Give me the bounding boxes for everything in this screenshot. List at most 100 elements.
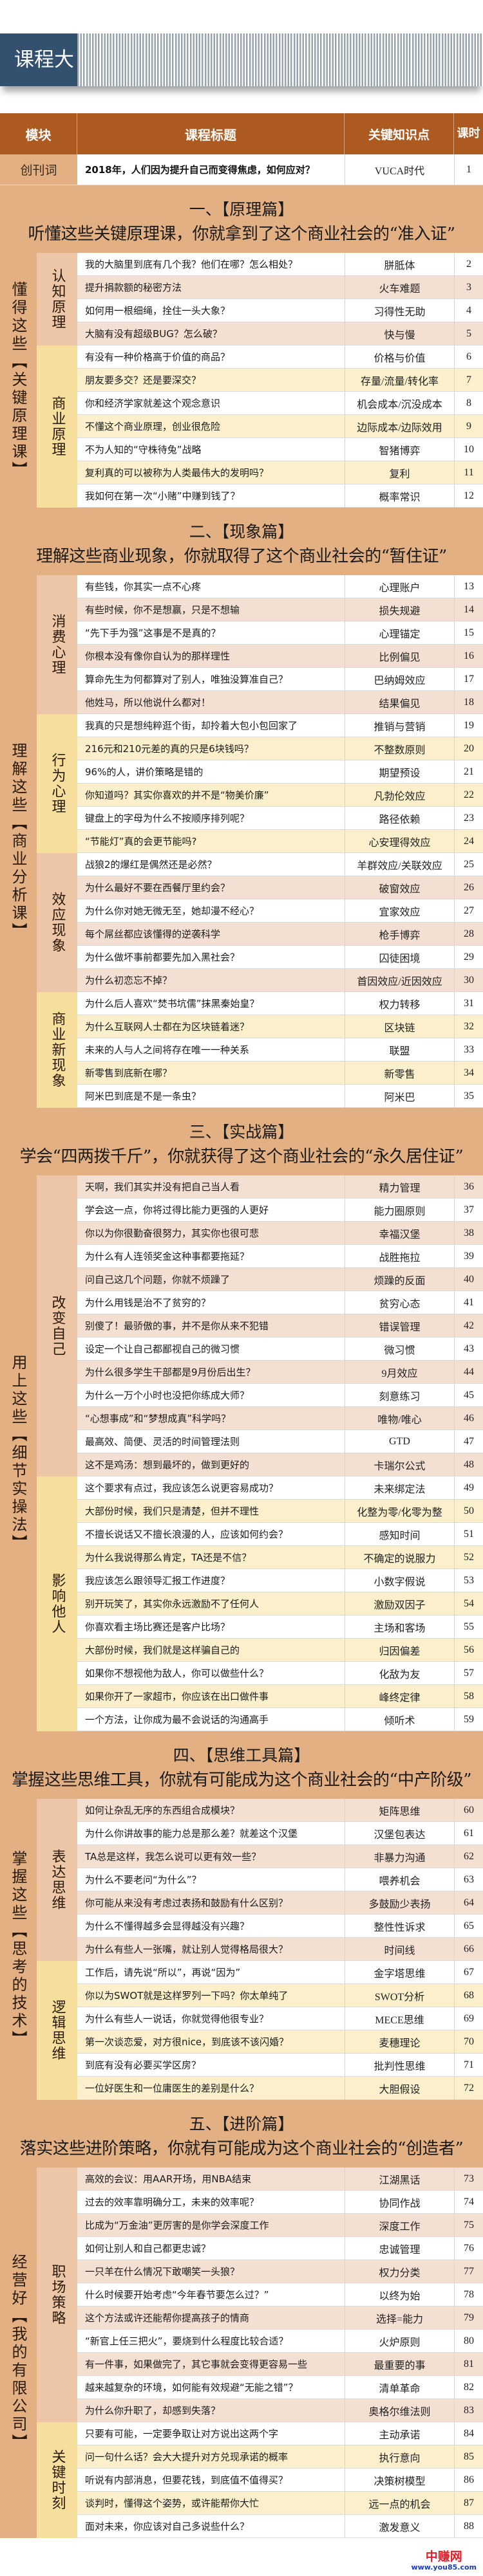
lesson-title: 不擅长说话又不擅长浪漫的人，应该如何约会？ — [85, 1529, 289, 1540]
lesson-title: 为什么不懂得越多会显得越没有兴趣？ — [85, 1920, 250, 1932]
lesson-group: 改变自己 天啊，我们其实并没有把自己当人看 精力管理 36 学会这一点，你将过得比能力更… — [37, 1175, 483, 1477]
key-point: 结果偏见 — [345, 691, 454, 713]
group-label: 商业新现象 — [49, 1011, 66, 1089]
lesson-number: 51 — [454, 1523, 483, 1545]
table-row: 只要有可能，一定要争取让对方说出这两个字 主动承诺 84 — [77, 2422, 483, 2445]
lesson-number: 3 — [454, 276, 483, 299]
group-label: 效应现象 — [49, 892, 66, 953]
table-row: 天啊，我们其实并没有把自己当人看 精力管理 36 — [77, 1175, 483, 1199]
lesson-title: 你以为SWOT就是这样罗列一下吗？你太单纯了 — [85, 1990, 289, 2001]
table-row: 为什么你对她无微无至，她却漫不经心？ 宜家效应 27 — [77, 899, 483, 923]
lesson-title: 为什么初恋忘不掉？ — [85, 975, 173, 986]
lesson-number: 73 — [454, 2167, 483, 2190]
intro-key: VUCA时代 — [345, 154, 454, 185]
key-point: 刻意练习 — [345, 1384, 454, 1406]
lesson-number: 42 — [454, 1314, 483, 1337]
group-label: 商业原理 — [49, 396, 66, 457]
lesson-title: 不懂这个商业原理，创业很危险 — [85, 421, 221, 432]
key-point: 非暴力沟通 — [345, 1845, 454, 1868]
lesson-number: 23 — [454, 807, 483, 829]
key-point: 选择=能力 — [345, 2306, 454, 2329]
table-row: 一个方法，让你成为最不会说话的沟通高手 倾听术 59 — [77, 1708, 483, 1731]
lesson-title: 有没有一种价格高于价值的商品？ — [85, 351, 231, 363]
key-point: 决策树模型 — [345, 2469, 454, 2491]
lesson-number: 83 — [454, 2399, 483, 2422]
lesson-title: 过去的效率靠明确分工，未来的效率呢？ — [85, 2196, 260, 2208]
lesson-title: 天啊，我们其实并没有把自己当人看 — [85, 1181, 240, 1193]
group-cell: 逻辑思维 — [37, 1961, 77, 2100]
lesson-title: 别傻了！最骄傲的事，并不是你从来不犯错 — [85, 1320, 269, 1332]
table-row: 为什么我说得那么肯定，TA还是不信？ 不确定的说服力 52 — [77, 1546, 483, 1569]
lesson-title: 为什么做坏事前都要先加入黑社会？ — [85, 952, 240, 963]
group-cell: 表达思维 — [37, 1799, 77, 1961]
lesson-title: 阿米巴到底是不是一条虫？ — [85, 1090, 202, 1102]
table-row: 一只羊在什么情况下敢嘲笑一头狼？ 权力分类 77 — [77, 2260, 483, 2283]
key-point: 枪手博弈 — [345, 923, 454, 945]
table-row: 什么时候要开始考虑“今年春节要怎么过？” 以终为始 78 — [77, 2283, 483, 2306]
lesson-title: 朋友要多交？还是要深交？ — [85, 374, 202, 386]
table-row: 提升捐款额的秘密方法 火车难题 3 — [77, 276, 483, 299]
table-row: 朋友要多交？还是要深交？ 存量/流量/转化率 7 — [77, 369, 483, 392]
lesson-number: 77 — [454, 2260, 483, 2283]
lesson-number: 85 — [454, 2445, 483, 2468]
section-subtitle: 听懂这些关键原理课，你就拿到了这个商业社会的“准入证” — [28, 225, 455, 244]
key-point: 损失规避 — [345, 598, 454, 621]
lesson-title: 我如何在第一次“小赌”中赚到钱了？ — [85, 490, 240, 502]
lesson-title: 你可能从来没有考虑过表扬和鼓励有什么区别？ — [85, 1897, 289, 1909]
lesson-title: 越来越复杂的环境，如何能有效规避“无能之错”？ — [85, 2382, 298, 2393]
table-row: 为什么最好不要在西餐厅里约会？ 破窗效应 26 — [77, 876, 483, 899]
key-point: 时间线 — [345, 1938, 454, 1960]
lesson-number: 29 — [454, 946, 483, 968]
lesson-title: 为什么你讲故事的能力总是那么差？就差这个汉堡 — [85, 1828, 298, 1839]
table-row: 我真的只是想纯粹逛个街，却拎着大包小包回家了 推销与营销 19 — [77, 714, 483, 737]
table-row: 如果你开了一家超市，你应该在出口做件事 峰终定律 58 — [77, 1685, 483, 1708]
section-body: 理解这些【商业分析课】 消费心理 有些钱，你其实一点不心疼 心理账户 13 有些时候，你不… — [0, 575, 483, 1108]
lesson-rows: 有没有一种价格高于价值的商品？ 价格与价值 6 朋友要多交？还是要深交？ 存量/流量/转… — [77, 345, 483, 508]
key-point: 主场和客场 — [345, 1615, 454, 1638]
lesson-title: 学会这一点，你将过得比能力更强的人更好 — [85, 1204, 269, 1216]
key-point: 错误管理 — [345, 1314, 454, 1337]
lesson-number: 44 — [454, 1361, 483, 1383]
key-point: 心安理得效应 — [345, 830, 454, 852]
table-row: 键盘上的字母为什么不按顺序排列呢？ 路径依赖 23 — [77, 807, 483, 830]
table-row: 最高效、简便、灵活的时间管理法则 GTD 47 — [77, 1430, 483, 1453]
key-point: 烦躁的反面 — [345, 1268, 454, 1291]
lesson-number: 27 — [454, 899, 483, 922]
section-header: 三、【实战篇】 学会“四两拨千斤”，你就获得了这个商业社会的“永久居住证” — [0, 1108, 483, 1175]
key-point: 协同作战 — [345, 2191, 454, 2213]
key-point: 区块链 — [345, 1015, 454, 1038]
key-point: 心理账户 — [345, 575, 454, 598]
lesson-number: 70 — [454, 2030, 483, 2053]
lesson-number: 58 — [454, 1685, 483, 1707]
lesson-number: 15 — [454, 621, 483, 644]
key-point: 整性性诉求 — [345, 1915, 454, 1937]
table-row: 为什么很多学生干部都是9月份后出生？ 9月效应 44 — [77, 1361, 483, 1384]
key-point: GTD — [345, 1430, 454, 1453]
section-title: 三、【实战篇】 — [189, 1123, 294, 1141]
key-point: 宜家效应 — [345, 899, 454, 922]
key-point: 麦穗理论 — [345, 2030, 454, 2053]
key-point: 以终为始 — [345, 2283, 454, 2306]
lesson-number: 8 — [454, 392, 483, 414]
table-row: 你和经济学家就差这个观念意识 机会成本/沉没成本 8 — [77, 392, 483, 415]
table-row: 新零售到底新在哪？ 新零售 34 — [77, 1062, 483, 1085]
lesson-group: 关键时刻 只要有可能，一定要争取让对方说出这两个字 主动承诺 84 问一句什么话？会大大… — [37, 2422, 483, 2538]
key-point: SWOT分析 — [345, 1984, 454, 2007]
key-point: 不整数原则 — [345, 737, 454, 760]
lesson-title: 问自己这几个问题，你就不烦躁了 — [85, 1274, 231, 1285]
lesson-group: 逻辑思维 工作后，请先说“所以”，再说“因为” 金字塔思维 67 你以为SWOT就是这样… — [37, 1961, 483, 2100]
lesson-number: 52 — [454, 1546, 483, 1569]
lesson-number: 7 — [454, 369, 483, 391]
lesson-title: “心想事成”和“梦想成真”科学吗？ — [85, 1413, 231, 1424]
table-row: 算命先生为何都算对了别人，唯独没算准自己？ 巴纳姆效应 17 — [77, 668, 483, 691]
section-title: 五、【进阶篇】 — [189, 2115, 294, 2133]
lesson-number: 33 — [454, 1038, 483, 1061]
sections: 一、【原理篇】 听懂这些关键原理课，你就拿到了这个商业社会的“准入证” 懂得这些【关… — [0, 185, 483, 2538]
table-row: 谈判时，懂得这个姿势，或许能帮你大忙 远一点的机会 87 — [77, 2492, 483, 2515]
table-row: 问自己这几个问题，你就不烦躁了 烦躁的反面 40 — [77, 1268, 483, 1291]
module-label: 经营好【我的有限公司】 — [9, 2254, 27, 2452]
key-point: 概率常识 — [345, 484, 454, 507]
lesson-number: 67 — [454, 1961, 483, 1983]
lesson-title: 为什么我说得那么肯定，TA还是不信？ — [85, 1552, 252, 1563]
group-cell: 认知原理 — [37, 253, 77, 345]
